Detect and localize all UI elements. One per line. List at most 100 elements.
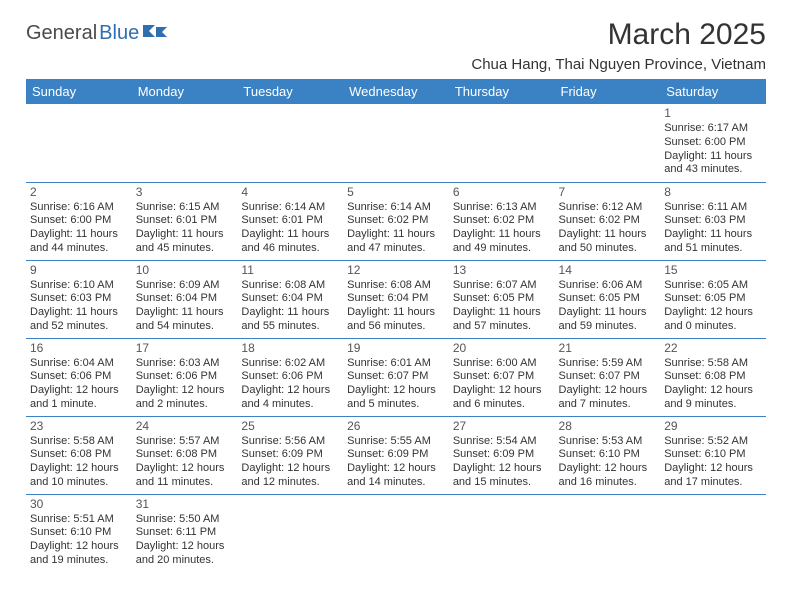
calendar-cell xyxy=(237,494,343,572)
sunrise-line: Sunrise: 6:05 AM xyxy=(664,279,762,293)
sunrise-line: Sunrise: 5:59 AM xyxy=(559,357,657,371)
day-number: 28 xyxy=(559,419,657,434)
day-number: 10 xyxy=(136,263,234,278)
daylight-line: Daylight: 12 hours and 10 minutes. xyxy=(30,462,128,490)
day-number: 30 xyxy=(30,497,128,512)
sunset-line: Sunset: 6:06 PM xyxy=(30,370,128,384)
sunrise-line: Sunrise: 6:09 AM xyxy=(136,279,234,293)
sunset-line: Sunset: 6:07 PM xyxy=(453,370,551,384)
day-number: 19 xyxy=(347,341,445,356)
calendar-cell: 7Sunrise: 6:12 AMSunset: 6:02 PMDaylight… xyxy=(555,182,661,260)
day-number: 9 xyxy=(30,263,128,278)
calendar-cell: 30Sunrise: 5:51 AMSunset: 6:10 PMDayligh… xyxy=(26,494,132,572)
sunset-line: Sunset: 6:03 PM xyxy=(30,292,128,306)
sunrise-line: Sunrise: 5:51 AM xyxy=(30,513,128,527)
sunset-line: Sunset: 6:08 PM xyxy=(664,370,762,384)
weekday-header: Tuesday xyxy=(237,79,343,104)
weekday-header: Monday xyxy=(132,79,238,104)
sunrise-line: Sunrise: 6:16 AM xyxy=(30,201,128,215)
day-number: 27 xyxy=(453,419,551,434)
sunset-line: Sunset: 6:05 PM xyxy=(453,292,551,306)
sunset-line: Sunset: 6:10 PM xyxy=(664,448,762,462)
day-number: 18 xyxy=(241,341,339,356)
sunrise-line: Sunrise: 6:06 AM xyxy=(559,279,657,293)
calendar-cell xyxy=(26,104,132,182)
calendar-cell: 29Sunrise: 5:52 AMSunset: 6:10 PMDayligh… xyxy=(660,416,766,494)
sunrise-line: Sunrise: 6:03 AM xyxy=(136,357,234,371)
day-number: 16 xyxy=(30,341,128,356)
day-number: 12 xyxy=(347,263,445,278)
calendar-row: 1Sunrise: 6:17 AMSunset: 6:00 PMDaylight… xyxy=(26,104,766,182)
sunset-line: Sunset: 6:08 PM xyxy=(136,448,234,462)
sunrise-line: Sunrise: 6:01 AM xyxy=(347,357,445,371)
day-number: 2 xyxy=(30,185,128,200)
sunset-line: Sunset: 6:02 PM xyxy=(453,214,551,228)
sunrise-line: Sunrise: 6:12 AM xyxy=(559,201,657,215)
sunset-line: Sunset: 6:04 PM xyxy=(241,292,339,306)
sunset-line: Sunset: 6:07 PM xyxy=(347,370,445,384)
calendar-cell: 28Sunrise: 5:53 AMSunset: 6:10 PMDayligh… xyxy=(555,416,661,494)
calendar-table: Sunday Monday Tuesday Wednesday Thursday… xyxy=(26,79,766,572)
sunset-line: Sunset: 6:01 PM xyxy=(136,214,234,228)
sunset-line: Sunset: 6:04 PM xyxy=(347,292,445,306)
daylight-line: Daylight: 12 hours and 2 minutes. xyxy=(136,384,234,412)
sunset-line: Sunset: 6:10 PM xyxy=(30,526,128,540)
sunrise-line: Sunrise: 6:13 AM xyxy=(453,201,551,215)
calendar-cell: 27Sunrise: 5:54 AMSunset: 6:09 PMDayligh… xyxy=(449,416,555,494)
calendar-cell: 24Sunrise: 5:57 AMSunset: 6:08 PMDayligh… xyxy=(132,416,238,494)
sunrise-line: Sunrise: 6:17 AM xyxy=(664,122,762,136)
logo-text-blue: Blue xyxy=(99,22,139,45)
daylight-line: Daylight: 11 hours and 56 minutes. xyxy=(347,306,445,334)
calendar-cell: 16Sunrise: 6:04 AMSunset: 6:06 PMDayligh… xyxy=(26,338,132,416)
sunset-line: Sunset: 6:06 PM xyxy=(241,370,339,384)
daylight-line: Daylight: 11 hours and 47 minutes. xyxy=(347,228,445,256)
day-number: 22 xyxy=(664,341,762,356)
sunset-line: Sunset: 6:05 PM xyxy=(559,292,657,306)
weekday-header-row: Sunday Monday Tuesday Wednesday Thursday… xyxy=(26,79,766,104)
calendar-cell xyxy=(343,104,449,182)
calendar-cell: 1Sunrise: 6:17 AMSunset: 6:00 PMDaylight… xyxy=(660,104,766,182)
calendar-cell: 26Sunrise: 5:55 AMSunset: 6:09 PMDayligh… xyxy=(343,416,449,494)
calendar-cell: 6Sunrise: 6:13 AMSunset: 6:02 PMDaylight… xyxy=(449,182,555,260)
calendar-cell: 5Sunrise: 6:14 AMSunset: 6:02 PMDaylight… xyxy=(343,182,449,260)
sunrise-line: Sunrise: 6:04 AM xyxy=(30,357,128,371)
daylight-line: Daylight: 12 hours and 6 minutes. xyxy=(453,384,551,412)
calendar-cell: 23Sunrise: 5:58 AMSunset: 6:08 PMDayligh… xyxy=(26,416,132,494)
day-number: 31 xyxy=(136,497,234,512)
day-number: 17 xyxy=(136,341,234,356)
daylight-line: Daylight: 11 hours and 59 minutes. xyxy=(559,306,657,334)
sunset-line: Sunset: 6:02 PM xyxy=(559,214,657,228)
sunset-line: Sunset: 6:07 PM xyxy=(559,370,657,384)
day-number: 15 xyxy=(664,263,762,278)
sunrise-line: Sunrise: 5:58 AM xyxy=(30,435,128,449)
calendar-cell xyxy=(449,494,555,572)
day-number: 13 xyxy=(453,263,551,278)
day-number: 20 xyxy=(453,341,551,356)
calendar-cell xyxy=(132,104,238,182)
sunrise-line: Sunrise: 5:54 AM xyxy=(453,435,551,449)
calendar-cell xyxy=(343,494,449,572)
calendar-cell xyxy=(660,494,766,572)
calendar-cell: 10Sunrise: 6:09 AMSunset: 6:04 PMDayligh… xyxy=(132,260,238,338)
calendar-cell: 14Sunrise: 6:06 AMSunset: 6:05 PMDayligh… xyxy=(555,260,661,338)
calendar-cell: 21Sunrise: 5:59 AMSunset: 6:07 PMDayligh… xyxy=(555,338,661,416)
daylight-line: Daylight: 12 hours and 9 minutes. xyxy=(664,384,762,412)
sunrise-line: Sunrise: 6:14 AM xyxy=(347,201,445,215)
daylight-line: Daylight: 12 hours and 1 minute. xyxy=(30,384,128,412)
day-number: 11 xyxy=(241,263,339,278)
calendar-cell: 12Sunrise: 6:08 AMSunset: 6:04 PMDayligh… xyxy=(343,260,449,338)
daylight-line: Daylight: 11 hours and 44 minutes. xyxy=(30,228,128,256)
calendar-row: 16Sunrise: 6:04 AMSunset: 6:06 PMDayligh… xyxy=(26,338,766,416)
sunrise-line: Sunrise: 6:14 AM xyxy=(241,201,339,215)
day-number: 21 xyxy=(559,341,657,356)
sunset-line: Sunset: 6:04 PM xyxy=(136,292,234,306)
weekday-header: Friday xyxy=(555,79,661,104)
sunrise-line: Sunrise: 5:52 AM xyxy=(664,435,762,449)
sunrise-line: Sunrise: 6:08 AM xyxy=(241,279,339,293)
daylight-line: Daylight: 11 hours and 57 minutes. xyxy=(453,306,551,334)
daylight-line: Daylight: 11 hours and 52 minutes. xyxy=(30,306,128,334)
daylight-line: Daylight: 11 hours and 46 minutes. xyxy=(241,228,339,256)
daylight-line: Daylight: 12 hours and 7 minutes. xyxy=(559,384,657,412)
sunset-line: Sunset: 6:01 PM xyxy=(241,214,339,228)
weekday-header: Sunday xyxy=(26,79,132,104)
